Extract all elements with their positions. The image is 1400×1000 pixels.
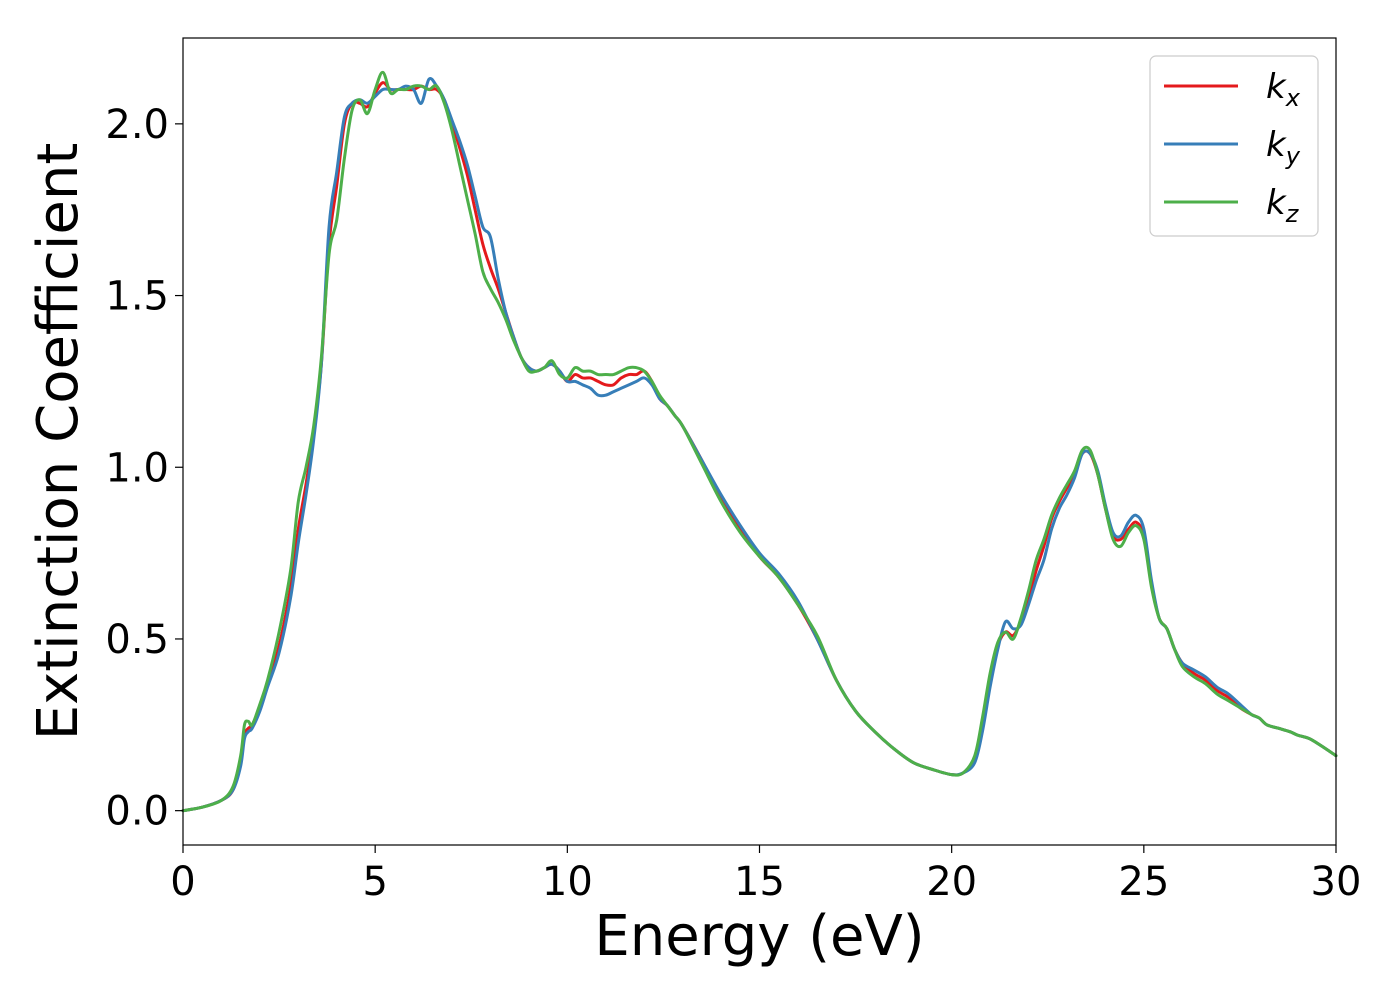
x-tick-label: 20	[926, 859, 977, 905]
x-tick-label: 10	[542, 859, 593, 905]
x-tick-label: 5	[362, 859, 387, 905]
y-tick-label: 1.5	[105, 274, 169, 320]
y-axis-ticks: 0.0 0.5 1.0 1.5 2.0	[105, 102, 183, 835]
y-tick-label: 0.5	[105, 617, 169, 663]
y-tick-label: 2.0	[105, 102, 169, 148]
y-axis-title: Extinction Coefficient	[26, 143, 91, 741]
x-tick-label: 15	[734, 859, 785, 905]
y-tick-label: 0.0	[105, 789, 169, 835]
y-tick-label: 1.0	[105, 445, 169, 491]
legend-label-kx: kx	[1266, 67, 1301, 112]
legend-label-ky: ky	[1266, 125, 1301, 170]
legend-box	[1149, 55, 1319, 237]
legend: kx ky kz	[1149, 55, 1319, 237]
series-layer	[181, 70, 1338, 813]
series-line-kz	[181, 70, 1338, 813]
x-axis-title: Energy (eV)	[594, 904, 924, 969]
legend-label-kz: kz	[1266, 183, 1300, 228]
x-tick-label: 0	[170, 859, 195, 905]
x-tick-label: 30	[1311, 859, 1362, 905]
x-axis-ticks: 0 5 10 15 20 25 30	[170, 845, 1361, 905]
x-tick-label: 25	[1118, 859, 1169, 905]
